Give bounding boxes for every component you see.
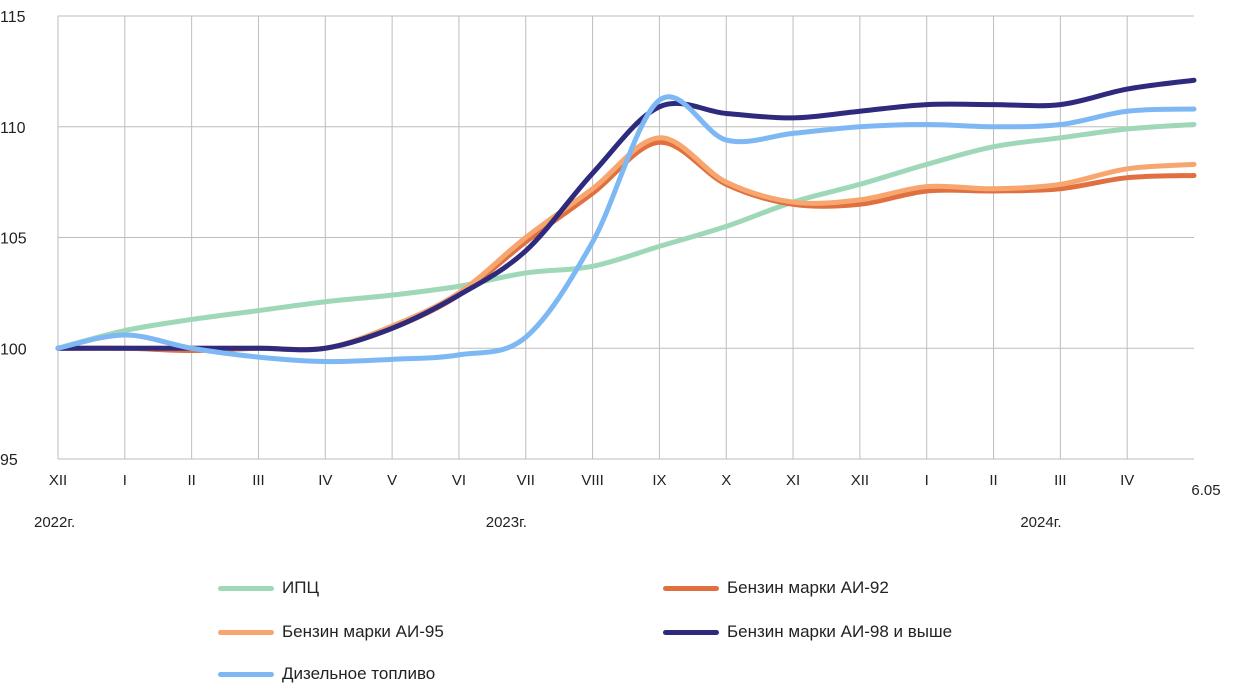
x-tick-label: V <box>387 472 397 489</box>
x-axis-ticks: XII I II III IV V VI VII VIII IX X XI XII I II III IV6.0… <box>49 472 1221 499</box>
x-tick-label: XII <box>851 472 869 489</box>
y-tick-label: 115 <box>0 9 26 26</box>
x-tick-label: XI <box>786 472 800 489</box>
x-tick-label: XII <box>49 472 67 489</box>
series-line-ai92 <box>55 139 1197 353</box>
year-label: 2024г. <box>1020 514 1061 531</box>
x-tick-label: IV <box>318 472 332 489</box>
x-tick-label: I <box>123 472 127 489</box>
y-tick-label: 110 <box>0 120 26 137</box>
x-tick-label: X <box>721 472 731 489</box>
series-line-cpi <box>55 122 1197 351</box>
x-tick-label: VIII <box>581 472 604 489</box>
y-tick-label: 95 <box>0 452 18 469</box>
y-tick-label: 100 <box>0 341 27 358</box>
series-lines <box>55 77 1197 365</box>
x-tick-label: II <box>187 472 195 489</box>
y-axis-ticks: 95 100 105 110 115 <box>0 9 27 469</box>
x-tick-label: I <box>925 472 929 489</box>
series-line-diesel <box>55 94 1197 365</box>
y-tick-label: 105 <box>0 231 27 248</box>
series-line-ai98 <box>55 77 1197 353</box>
x-tick-label: III <box>1054 472 1067 489</box>
x-tick-label: 6.05 <box>1191 482 1220 499</box>
x-tick-label: III <box>252 472 265 489</box>
gridlines <box>57 15 1194 460</box>
series-line-ai95 <box>55 135 1197 353</box>
year-labels: 2022г. 2023г. 2024г. <box>34 514 1062 531</box>
x-tick-label: II <box>989 472 997 489</box>
year-label: 2022г. <box>34 514 75 531</box>
x-tick-label: IV <box>1120 472 1134 489</box>
year-label: 2023г. <box>486 514 527 531</box>
x-tick-label: VI <box>452 472 466 489</box>
x-tick-label: VII <box>517 472 535 489</box>
x-tick-label: IX <box>652 472 666 489</box>
